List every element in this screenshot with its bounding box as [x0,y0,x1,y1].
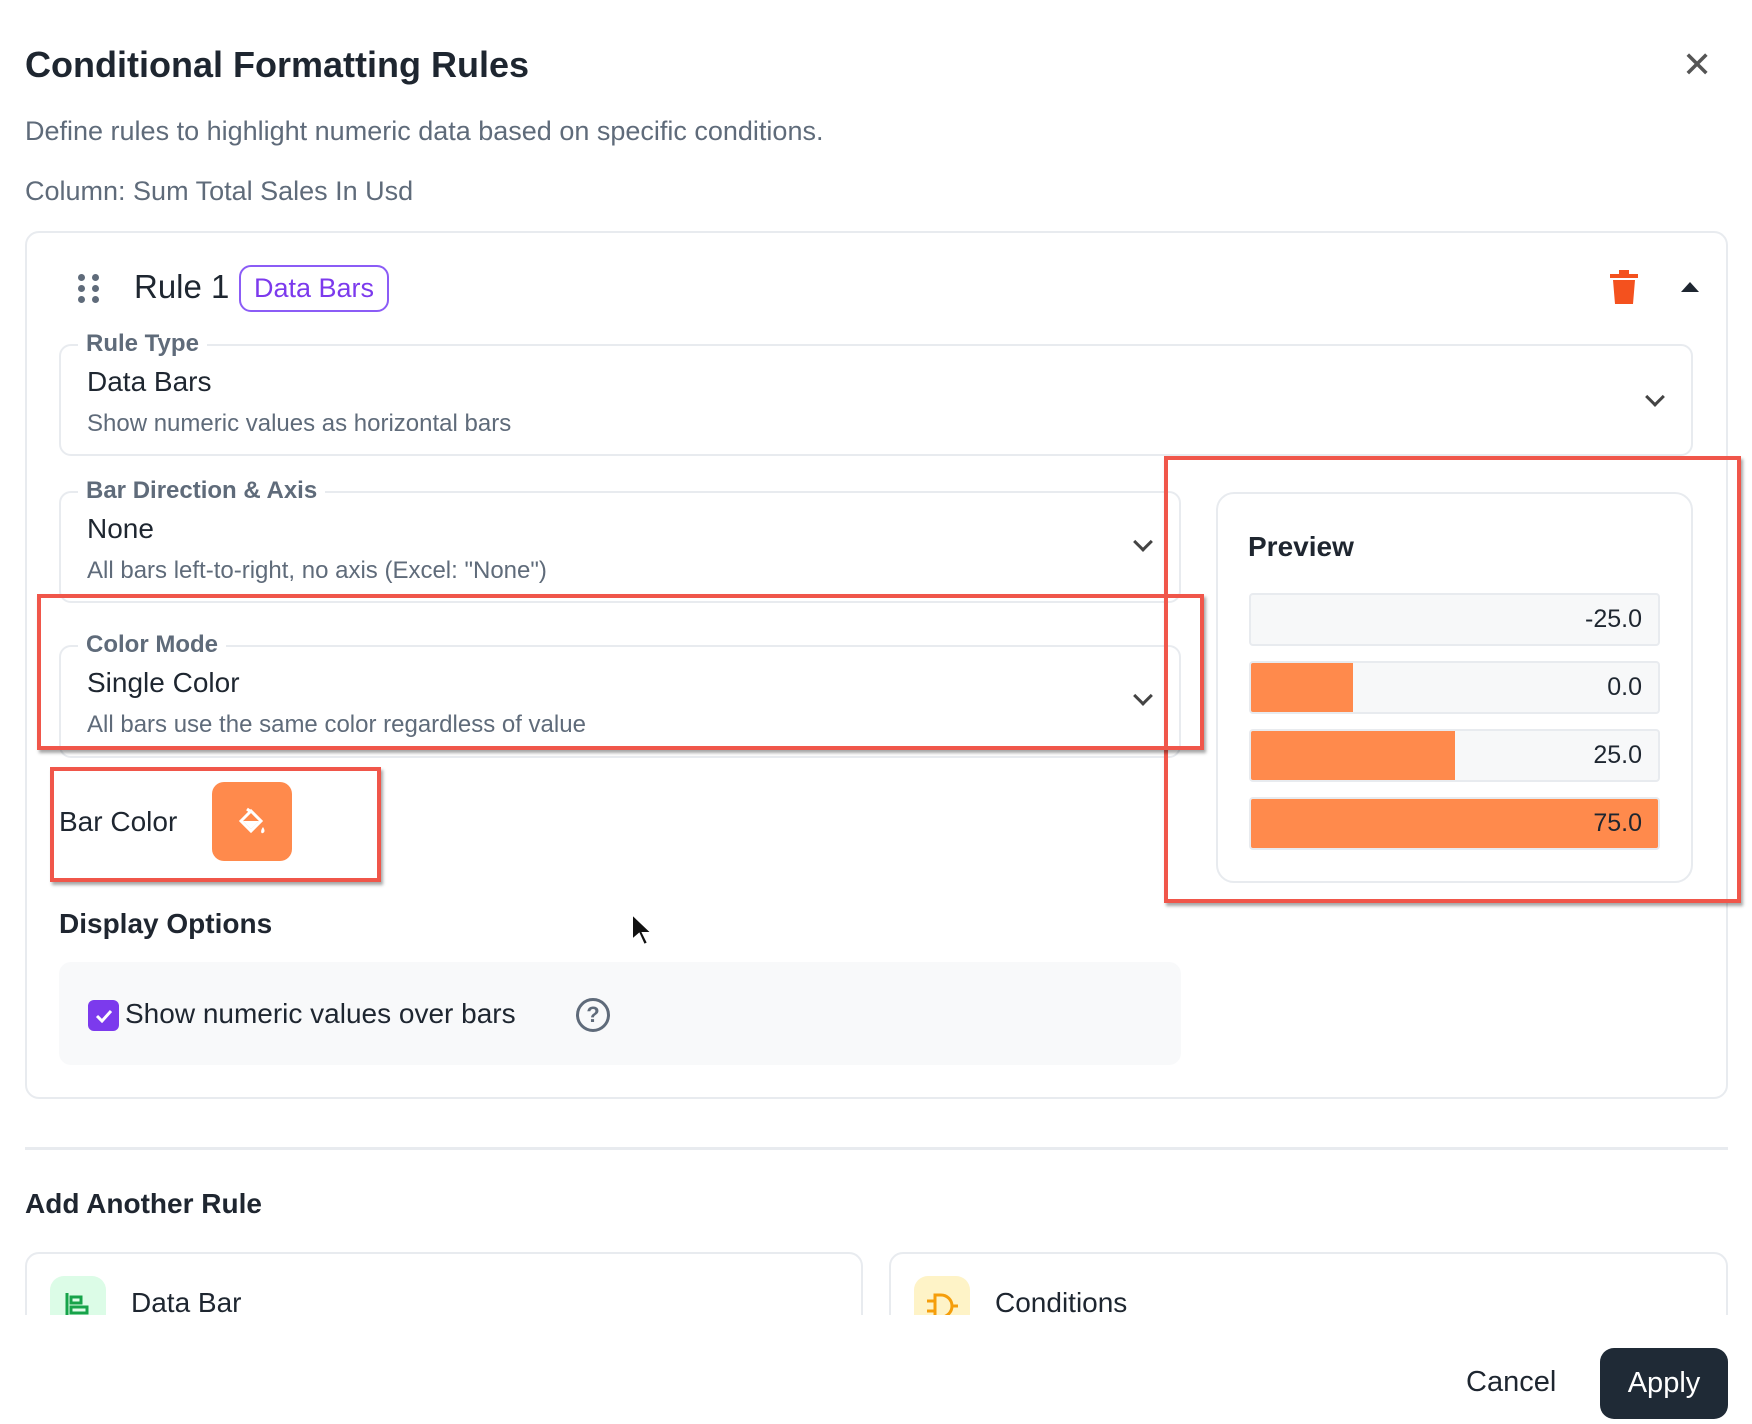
rule-type-description: Show numeric values as horizontal bars [87,410,512,437]
drag-handle-icon[interactable] [78,274,99,303]
rule-type-badge: Data Bars [239,265,389,312]
paint-bucket-icon [238,807,265,833]
close-icon[interactable]: ✕ [1682,44,1713,85]
rule-type-label: Rule Type [78,330,207,358]
display-options-box [59,962,1181,1065]
dialog-title: Conditional Formatting Rules [25,44,529,85]
apply-button[interactable]: Apply [1600,1348,1728,1419]
mouse-cursor-icon [631,912,654,947]
highlight-bar-color [50,767,381,882]
color-mode-description: All bars use the same color regardless o… [87,711,586,738]
preview-bar-value: -25.0 [1585,605,1642,633]
show-values-label: Show numeric values over bars [125,998,516,1029]
highlight-color-mode [37,594,1204,750]
bar-color-picker[interactable] [212,782,292,861]
add-rule-title: Add Another Rule [25,1188,262,1219]
footer [0,1315,1752,1424]
preview-bar-fill [1251,731,1455,780]
highlight-preview [1164,456,1741,903]
add-conditions-label: Conditions [995,1287,1128,1318]
bar-direction-value: None [87,513,154,544]
color-mode-select[interactable] [59,645,1181,758]
preview-bar-row: 25.0 [1249,729,1660,782]
rule-name: Rule 1 [134,268,230,305]
rule-type-select[interactable] [59,344,1693,456]
dialog-subtitle: Define rules to highlight numeric data b… [25,116,824,146]
column-label: Column: Sum Total Sales In Usd [25,176,414,206]
preview-bar-row: 0.0 [1249,661,1660,714]
divider [25,1147,1728,1150]
preview-bar-fill [1251,663,1353,712]
preview-bar-fill [1251,799,1658,848]
bar-direction-label: Bar Direction & Axis [78,477,326,505]
preview-bar-value: 75.0 [1593,809,1642,837]
color-mode-value: Single Color [87,667,240,698]
help-icon[interactable]: ? [576,998,610,1032]
preview-bar-row: -25.0 [1249,593,1660,646]
preview-bar-value: 0.0 [1607,673,1642,701]
collapse-caret-icon[interactable] [1681,282,1699,292]
cancel-button[interactable]: Cancel [1466,1366,1557,1398]
show-values-checkbox[interactable] [88,1000,119,1031]
color-mode-label: Color Mode [78,631,226,659]
preview-bar-row: 75.0 [1249,797,1660,850]
add-data-bar-label: Data Bar [131,1287,242,1318]
rule-type-value: Data Bars [87,366,212,397]
bar-direction-select[interactable] [59,491,1181,603]
delete-rule-icon[interactable] [1610,270,1638,309]
check-icon [95,1009,112,1023]
bar-color-label: Bar Color [59,806,178,837]
bar-direction-description: All bars left-to-right, no axis (Excel: … [87,557,547,584]
preview-bar-value: 25.0 [1593,741,1642,769]
preview-card [1216,492,1693,883]
preview-title: Preview [1248,531,1354,562]
rule-card [25,231,1728,1099]
display-options-title: Display Options [59,908,273,939]
